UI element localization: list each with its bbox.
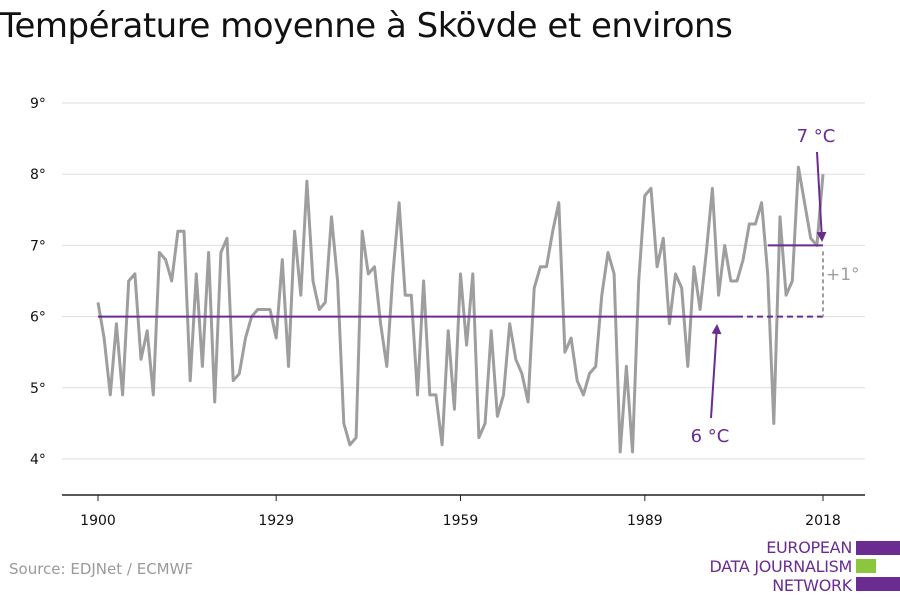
recent-label: 7 °C [797,126,836,147]
y-tick-label-9: 9° [30,96,46,112]
x-tick-label-2018: 2018 [805,513,841,529]
recent-arrow [816,151,827,242]
logo-line-1: EUROPEAN [766,538,852,557]
x-tick-label-1900: 1900 [80,513,116,529]
chart-title: Température moyenne à Skövde et environs [0,6,733,46]
baseline-label: 6 °C [691,426,730,447]
source-credit: Source: EDJNet / ECMWF [9,560,194,578]
x-tick-label-1929: 1929 [258,513,294,529]
edjnet-logo: EUROPEAN DATA JOURNALISM NETWORK [690,539,900,595]
temperature-series-line [96,165,825,454]
y-tick-label-8: 8° [30,167,46,183]
baseline-arrow [710,324,722,419]
logo-bar-purple-bottom [856,577,900,591]
y-tick-label-6: 6° [30,310,46,326]
logo-bar-green [856,559,876,573]
difference-label: +1° [826,265,860,285]
logo-bar-purple-top [856,541,900,555]
logo-line-3: NETWORK [772,576,852,595]
y-tick-label-7: 7° [30,238,46,254]
x-tick-label-1989: 1989 [627,513,663,529]
x-tick-label-1959: 1959 [443,513,479,529]
logo-line-2: DATA JOURNALISM [709,557,853,576]
y-tick-label-4: 4° [30,452,46,468]
y-tick-label-5: 5° [30,381,46,397]
